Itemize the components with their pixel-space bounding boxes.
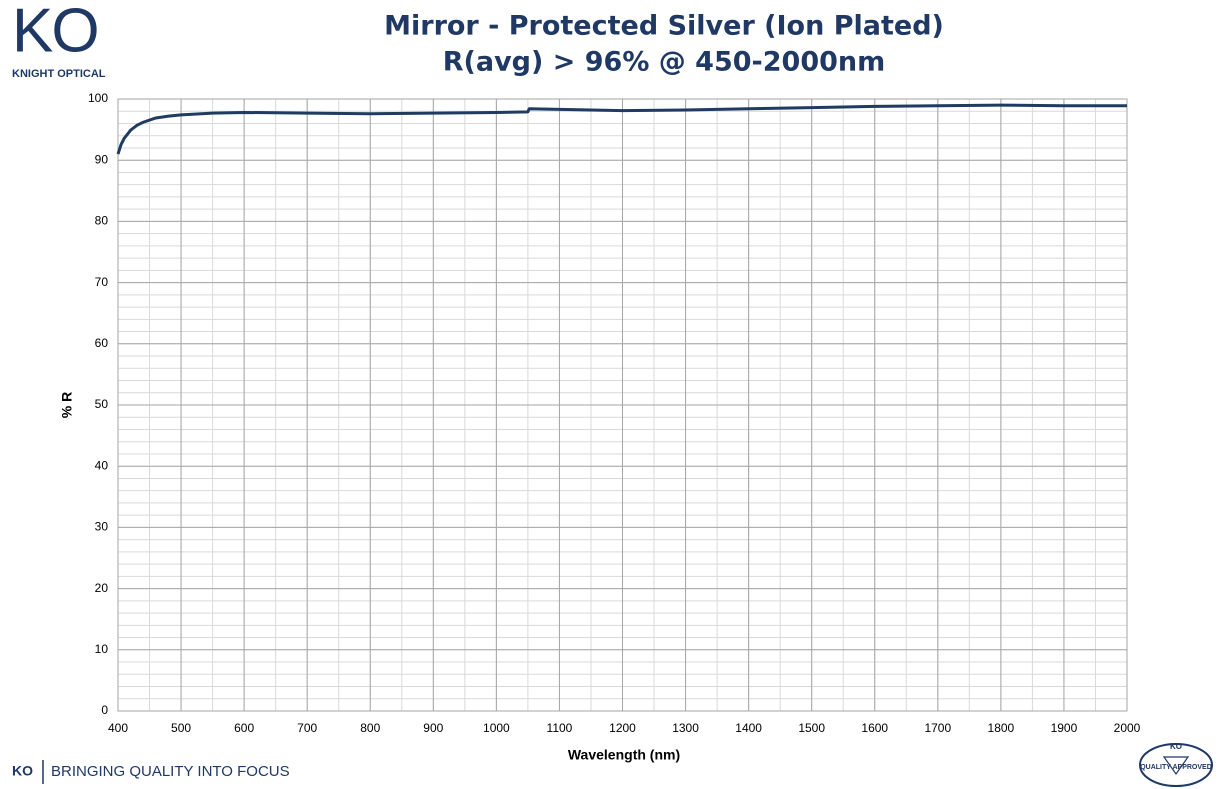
chart-title: Mirror - Protected Silver (Ion Plated) <box>384 11 944 42</box>
y-tick-label: 60 <box>95 336 109 350</box>
y-tick-label: 70 <box>95 275 109 289</box>
x-tick-label: 1100 <box>547 721 573 735</box>
badge-logo: KO <box>1170 742 1182 751</box>
x-tick-label: 1600 <box>861 721 888 735</box>
slogan: BRINGING QUALITY INTO FOCUS <box>51 763 290 780</box>
x-axis-title: Wavelength (nm) <box>568 747 680 763</box>
y-axis-title: % R <box>59 392 75 418</box>
x-tick-label: 400 <box>108 721 128 735</box>
y-tick-label: 90 <box>95 152 109 166</box>
y-tick-label: 100 <box>88 91 108 105</box>
x-tick-label: 1200 <box>609 721 636 735</box>
data-line <box>116 103 1127 155</box>
y-tick-label: 0 <box>101 703 108 717</box>
chart-subtitle: R(avg) > 96% @ 450-2000nm <box>443 47 886 78</box>
y-tick-label: 50 <box>95 397 109 411</box>
x-tick-label: 1000 <box>483 721 510 735</box>
x-tick-label: 1800 <box>988 721 1015 735</box>
badge-gem <box>1162 756 1190 776</box>
x-tick-label: 1300 <box>672 721 699 735</box>
footer-logo: KO <box>12 763 33 779</box>
y-tick-label: 10 <box>95 642 109 656</box>
x-tick-label: 2000 <box>1114 721 1141 735</box>
x-tick-label: 1400 <box>735 721 762 735</box>
company-name: KNIGHT OPTICAL <box>12 68 106 80</box>
x-tick-label: 900 <box>423 721 443 735</box>
y-tick-label: 20 <box>95 581 109 595</box>
x-tick-label: 1700 <box>924 721 951 735</box>
logo: KO <box>12 0 98 65</box>
y-tick-label: 30 <box>95 520 109 534</box>
x-tick-label: 700 <box>297 721 317 735</box>
x-tick-label: 1500 <box>798 721 825 735</box>
x-tick-label: 600 <box>234 721 254 735</box>
y-tick-label: 40 <box>95 458 109 472</box>
x-tick-label: 1900 <box>1051 721 1078 735</box>
x-tick-label: 500 <box>171 721 191 735</box>
plot-border <box>117 98 1128 712</box>
badge-text: QUALITY APPROVED <box>1140 764 1212 771</box>
x-tick-label: 800 <box>360 721 380 735</box>
badge <box>1139 743 1213 787</box>
y-tick-label: 80 <box>95 214 109 228</box>
